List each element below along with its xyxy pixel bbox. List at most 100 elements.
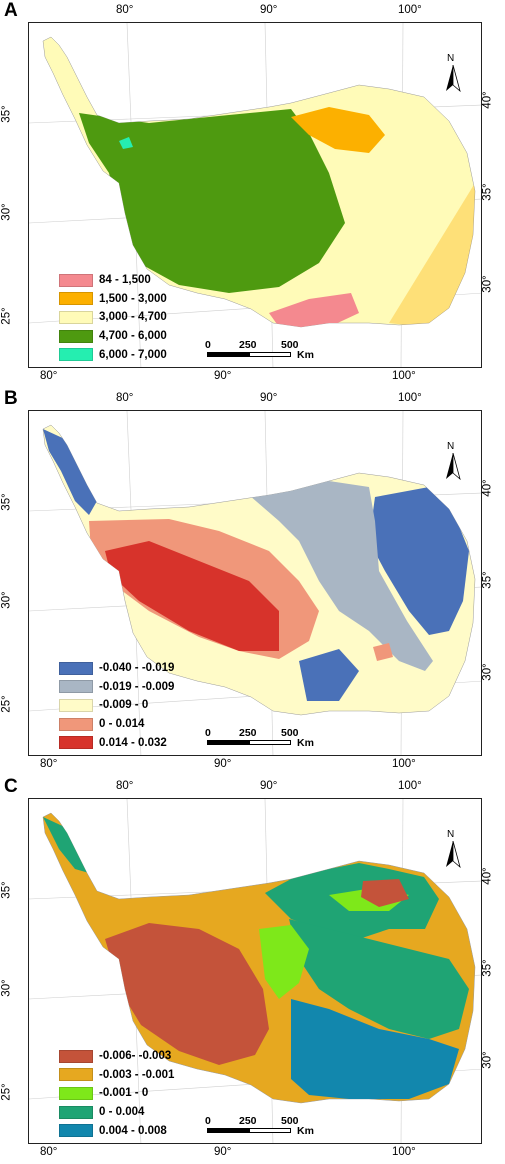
map-frame: 84 - 1,500 1,500 - 3,000 3,000 - 4,700 4,70… bbox=[28, 22, 482, 368]
legend-item: -0.009 - 0 bbox=[59, 696, 174, 715]
legend-swatch bbox=[59, 1124, 93, 1138]
north-letter: N bbox=[447, 441, 455, 452]
legend-swatch bbox=[59, 348, 93, 362]
scale-bar-white bbox=[249, 1128, 291, 1133]
lon-label-bottom-100: 100° bbox=[392, 758, 416, 770]
lat-label-right-40: 40° bbox=[481, 91, 494, 109]
lon-label-bottom-90: 90° bbox=[214, 370, 232, 382]
north-arrow-icon: N bbox=[443, 53, 463, 93]
legend-label: 4,700 - 6,000 bbox=[99, 330, 167, 343]
map-frame: -0.006- -0.003 -0.003 - -0.001 -0.001 - 0 0… bbox=[28, 798, 482, 1144]
class-zone bbox=[289, 919, 469, 1039]
scale-bar-white bbox=[249, 740, 291, 745]
scale-bar: 0 250 500 Km bbox=[205, 727, 365, 751]
legend-item: 0 - 0.014 bbox=[59, 715, 174, 734]
legend-item: 6,000 - 7,000 bbox=[59, 345, 167, 364]
lon-label-bottom-90: 90° bbox=[214, 758, 232, 770]
lon-label-top-100: 100° bbox=[398, 4, 422, 16]
north-letter: N bbox=[447, 829, 455, 840]
scale-tick-0: 0 bbox=[205, 1115, 211, 1127]
scale-unit: Km bbox=[297, 737, 314, 749]
legend-swatch bbox=[59, 1086, 93, 1100]
north-arrow-icon: N bbox=[443, 829, 463, 869]
legend-swatch bbox=[59, 273, 93, 287]
plateau-map bbox=[29, 411, 481, 755]
lon-label-top-90: 90° bbox=[260, 4, 278, 16]
lat-label-left-30: 30° bbox=[0, 203, 13, 221]
scale-tick-500: 500 bbox=[281, 1115, 299, 1127]
lat-label-left-30: 30° bbox=[0, 979, 13, 997]
lat-label-left-25: 25° bbox=[0, 307, 13, 325]
scale-bar-black bbox=[207, 352, 249, 357]
legend-label: 3,000 - 4,700 bbox=[99, 311, 167, 324]
north-arrow-icon: N bbox=[443, 441, 463, 481]
legend-swatch bbox=[59, 329, 93, 343]
lat-label-right-35: 35° bbox=[481, 571, 494, 589]
lat-label-right-40: 40° bbox=[481, 867, 494, 885]
lon-label-top-90: 90° bbox=[260, 780, 278, 792]
map-frame: -0.040 - -0.019 -0.019 - -0.009 -0.009 - 0… bbox=[28, 410, 482, 756]
map-panel-b: B 80° 90° 100° 80° 90° 100° 35° 30° 25° … bbox=[0, 388, 505, 776]
lat-label-right-40: 40° bbox=[481, 479, 494, 497]
lon-label-top-100: 100° bbox=[398, 780, 422, 792]
legend-item: 1,500 - 3,000 bbox=[59, 290, 167, 309]
scale-bar-black bbox=[207, 1128, 249, 1133]
class-zone bbox=[259, 925, 309, 999]
map-panel-c: C 80° 90° 100° 80° 90° 100° 35° 30° 25° … bbox=[0, 776, 505, 1164]
legend-swatch bbox=[59, 680, 93, 694]
legend-item: 0 - 0.004 bbox=[59, 1103, 174, 1122]
class-zone bbox=[249, 481, 433, 671]
north-arrow-shape bbox=[446, 65, 461, 93]
legend-label: -0.019 - -0.009 bbox=[99, 680, 175, 693]
scale-bar-black bbox=[207, 740, 249, 745]
class-zone bbox=[361, 879, 409, 907]
scale-tick-250: 250 bbox=[239, 339, 257, 351]
legend-label: -0.003 - -0.001 bbox=[99, 1068, 175, 1081]
lon-label-top-80: 80° bbox=[116, 4, 134, 16]
legend: 84 - 1,500 1,500 - 3,000 3,000 - 4,700 4,70… bbox=[59, 271, 167, 364]
legend-swatch bbox=[59, 310, 93, 324]
zone-layer bbox=[79, 107, 475, 327]
legend-item: -0.001 - 0 bbox=[59, 1084, 174, 1103]
scale-bar: 0 250 500 Km bbox=[205, 339, 365, 363]
legend: -0.040 - -0.019 -0.019 - -0.009 -0.009 - 0… bbox=[59, 659, 174, 752]
zone-layer bbox=[43, 817, 469, 1099]
lat-label-left-25: 25° bbox=[0, 1083, 13, 1101]
class-zone bbox=[269, 293, 359, 327]
legend-label: 0 - 0.014 bbox=[99, 718, 145, 731]
lat-label-left-25: 25° bbox=[0, 695, 13, 713]
legend-swatch bbox=[59, 698, 93, 712]
scale-bar-white bbox=[249, 352, 291, 357]
scale-unit: Km bbox=[297, 349, 314, 361]
class-zone bbox=[43, 817, 89, 873]
legend-swatch bbox=[59, 1049, 93, 1063]
lon-label-top-80: 80° bbox=[116, 780, 134, 792]
class-zone bbox=[291, 999, 459, 1099]
legend-label: 0.004 - 0.008 bbox=[99, 1124, 167, 1137]
class-zone bbox=[299, 649, 359, 701]
class-zone bbox=[79, 109, 345, 293]
lon-label-top-100: 100° bbox=[398, 392, 422, 404]
panel-letter: A bbox=[4, 0, 18, 21]
lon-label-bottom-80: 80° bbox=[40, 1146, 58, 1158]
legend-swatch bbox=[59, 292, 93, 306]
legend-label: 1,500 - 3,000 bbox=[99, 292, 167, 305]
plateau-map bbox=[29, 23, 481, 367]
class-zone bbox=[105, 541, 279, 651]
legend-item: 0.004 - 0.008 bbox=[59, 1121, 174, 1140]
legend-label: -0.006- -0.003 bbox=[99, 1050, 172, 1063]
north-arrow-shape bbox=[446, 841, 461, 869]
legend-item: -0.003 - -0.001 bbox=[59, 1066, 174, 1085]
zone-layer bbox=[43, 429, 469, 701]
lat-label-right-35: 35° bbox=[481, 959, 494, 977]
class-zone bbox=[43, 429, 97, 515]
panel-letter: C bbox=[4, 776, 18, 797]
lon-label-bottom-100: 100° bbox=[392, 1146, 416, 1158]
lat-label-left-30: 30° bbox=[0, 591, 13, 609]
lon-label-bottom-80: 80° bbox=[40, 758, 58, 770]
legend-swatch bbox=[59, 1068, 93, 1082]
plateau-map bbox=[29, 799, 481, 1143]
legend-swatch bbox=[59, 661, 93, 675]
legend-label: -0.009 - 0 bbox=[99, 699, 149, 712]
lon-label-top-80: 80° bbox=[116, 392, 134, 404]
